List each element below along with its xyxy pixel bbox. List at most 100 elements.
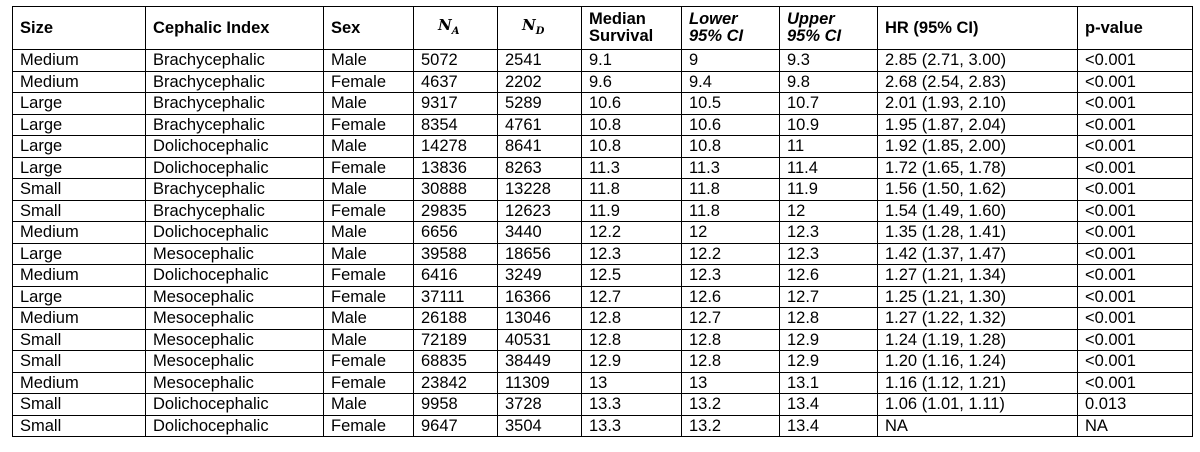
cell-n-a: 68835 xyxy=(413,350,498,373)
cell-upper-ci: 13.1 xyxy=(779,371,878,394)
cell-upper-ci: 12.7 xyxy=(779,285,878,308)
cell-upper-ci: 12.3 xyxy=(779,221,878,244)
cell-n-d: 11309 xyxy=(497,371,582,394)
cell-sex: Male xyxy=(323,307,414,330)
header-lower-ci-line1: Lower xyxy=(689,10,738,28)
cell-n-d: 4761 xyxy=(497,113,582,136)
cell-hr: 1.06 (1.01, 1.11) xyxy=(877,393,1078,416)
table-row: Medium Brachycephalic Male 5072 2541 9.1 9 9.3 2… xyxy=(12,49,1193,72)
header-median-survival: Median Survival xyxy=(581,6,682,50)
cell-n-d: 13228 xyxy=(497,178,582,201)
table-row: Medium Dolichocephalic Female 6416 3249 12.5 1… xyxy=(12,264,1193,287)
header-n-a-base: N xyxy=(438,15,452,34)
table-row: Large Mesocephalic Female 37111 16366 12.7 12.… xyxy=(12,285,1193,308)
survival-table: Size Cephalic Index Sex NA ND Median Sur… xyxy=(12,6,1193,437)
cell-lower-ci: 13 xyxy=(681,371,780,394)
cell-median-survival: 12.9 xyxy=(581,350,682,373)
cell-n-a: 37111 xyxy=(413,285,498,308)
cell-n-d: 3440 xyxy=(497,221,582,244)
cell-upper-ci: 12.8 xyxy=(779,307,878,330)
cell-lower-ci: 13.2 xyxy=(681,414,780,437)
cell-n-a: 39588 xyxy=(413,242,498,265)
cell-p-value: <0.001 xyxy=(1077,199,1193,222)
cell-lower-ci: 12.2 xyxy=(681,242,780,265)
cell-hr: 1.42 (1.37, 1.47) xyxy=(877,242,1078,265)
cell-p-value: <0.001 xyxy=(1077,178,1193,201)
cell-cephalic-index: Mesocephalic xyxy=(145,328,324,351)
cell-p-value: <0.001 xyxy=(1077,285,1193,308)
cell-n-d: 3249 xyxy=(497,264,582,287)
cell-lower-ci: 9 xyxy=(681,49,780,72)
cell-upper-ci: 10.9 xyxy=(779,113,878,136)
cell-sex: Male xyxy=(323,92,414,115)
cell-median-survival: 11.3 xyxy=(581,156,682,179)
cell-sex: Female xyxy=(323,113,414,136)
cell-upper-ci: 13.4 xyxy=(779,414,878,437)
cell-n-d: 2541 xyxy=(497,49,582,72)
header-upper-ci-line1: Upper xyxy=(787,10,835,28)
cell-sex: Male xyxy=(323,393,414,416)
cell-median-survival: 11.8 xyxy=(581,178,682,201)
cell-median-survival: 10.6 xyxy=(581,92,682,115)
cell-median-survival: 13 xyxy=(581,371,682,394)
header-cephalic-index: Cephalic Index xyxy=(145,6,324,50)
cell-upper-ci: 11 xyxy=(779,135,878,158)
cell-lower-ci: 11.8 xyxy=(681,178,780,201)
cell-p-value: <0.001 xyxy=(1077,328,1193,351)
table-row: Large Mesocephalic Male 39588 18656 12.3 12.2 1… xyxy=(12,242,1193,265)
cell-size: Large xyxy=(12,92,146,115)
header-n-a-sub: A xyxy=(451,25,460,37)
cell-n-a: 9958 xyxy=(413,393,498,416)
cell-median-survival: 12.7 xyxy=(581,285,682,308)
cell-n-a: 23842 xyxy=(413,371,498,394)
cell-n-d: 13046 xyxy=(497,307,582,330)
cell-sex: Male xyxy=(323,135,414,158)
cell-median-survival: 9.6 xyxy=(581,70,682,93)
cell-cephalic-index: Brachycephalic xyxy=(145,199,324,222)
cell-p-value: <0.001 xyxy=(1077,92,1193,115)
cell-hr: NA xyxy=(877,414,1078,437)
cell-lower-ci: 11.3 xyxy=(681,156,780,179)
cell-size: Small xyxy=(12,393,146,416)
cell-hr: 1.56 (1.50, 1.62) xyxy=(877,178,1078,201)
cell-cephalic-index: Dolichocephalic xyxy=(145,221,324,244)
cell-n-d: 38449 xyxy=(497,350,582,373)
table-row: Medium Brachycephalic Female 4637 2202 9.6 9.4… xyxy=(12,70,1193,93)
cell-lower-ci: 13.2 xyxy=(681,393,780,416)
cell-upper-ci: 9.8 xyxy=(779,70,878,93)
cell-n-a: 8354 xyxy=(413,113,498,136)
table-row: Medium Dolichocephalic Male 6656 3440 12.2 12 1… xyxy=(12,221,1193,244)
cell-sex: Female xyxy=(323,285,414,308)
cell-median-survival: 9.1 xyxy=(581,49,682,72)
cell-hr: 1.54 (1.49, 1.60) xyxy=(877,199,1078,222)
cell-cephalic-index: Dolichocephalic xyxy=(145,414,324,437)
cell-median-survival: 10.8 xyxy=(581,135,682,158)
cell-sex: Female xyxy=(323,350,414,373)
cell-median-survival: 11.9 xyxy=(581,199,682,222)
cell-size: Large xyxy=(12,242,146,265)
cell-size: Large xyxy=(12,285,146,308)
cell-cephalic-index: Dolichocephalic xyxy=(145,264,324,287)
header-n-d-base: N xyxy=(522,15,536,34)
cell-n-d: 3504 xyxy=(497,414,582,437)
cell-cephalic-index: Mesocephalic xyxy=(145,242,324,265)
cell-upper-ci: 13.4 xyxy=(779,393,878,416)
cell-sex: Female xyxy=(323,264,414,287)
cell-p-value: <0.001 xyxy=(1077,242,1193,265)
cell-n-d: 5289 xyxy=(497,92,582,115)
cell-lower-ci: 12.8 xyxy=(681,328,780,351)
cell-upper-ci: 10.7 xyxy=(779,92,878,115)
cell-n-d: 16366 xyxy=(497,285,582,308)
cell-p-value: <0.001 xyxy=(1077,49,1193,72)
cell-hr: 1.24 (1.19, 1.28) xyxy=(877,328,1078,351)
cell-size: Medium xyxy=(12,371,146,394)
cell-cephalic-index: Brachycephalic xyxy=(145,178,324,201)
table-row: Small Brachycephalic Female 29835 12623 11.9 1… xyxy=(12,199,1193,222)
cell-p-value: <0.001 xyxy=(1077,371,1193,394)
cell-median-survival: 12.8 xyxy=(581,307,682,330)
cell-n-a: 9647 xyxy=(413,414,498,437)
cell-n-d: 8263 xyxy=(497,156,582,179)
cell-n-d: 12623 xyxy=(497,199,582,222)
table-row: Small Mesocephalic Male 72189 40531 12.8 12.8 1… xyxy=(12,328,1193,351)
cell-lower-ci: 12.3 xyxy=(681,264,780,287)
